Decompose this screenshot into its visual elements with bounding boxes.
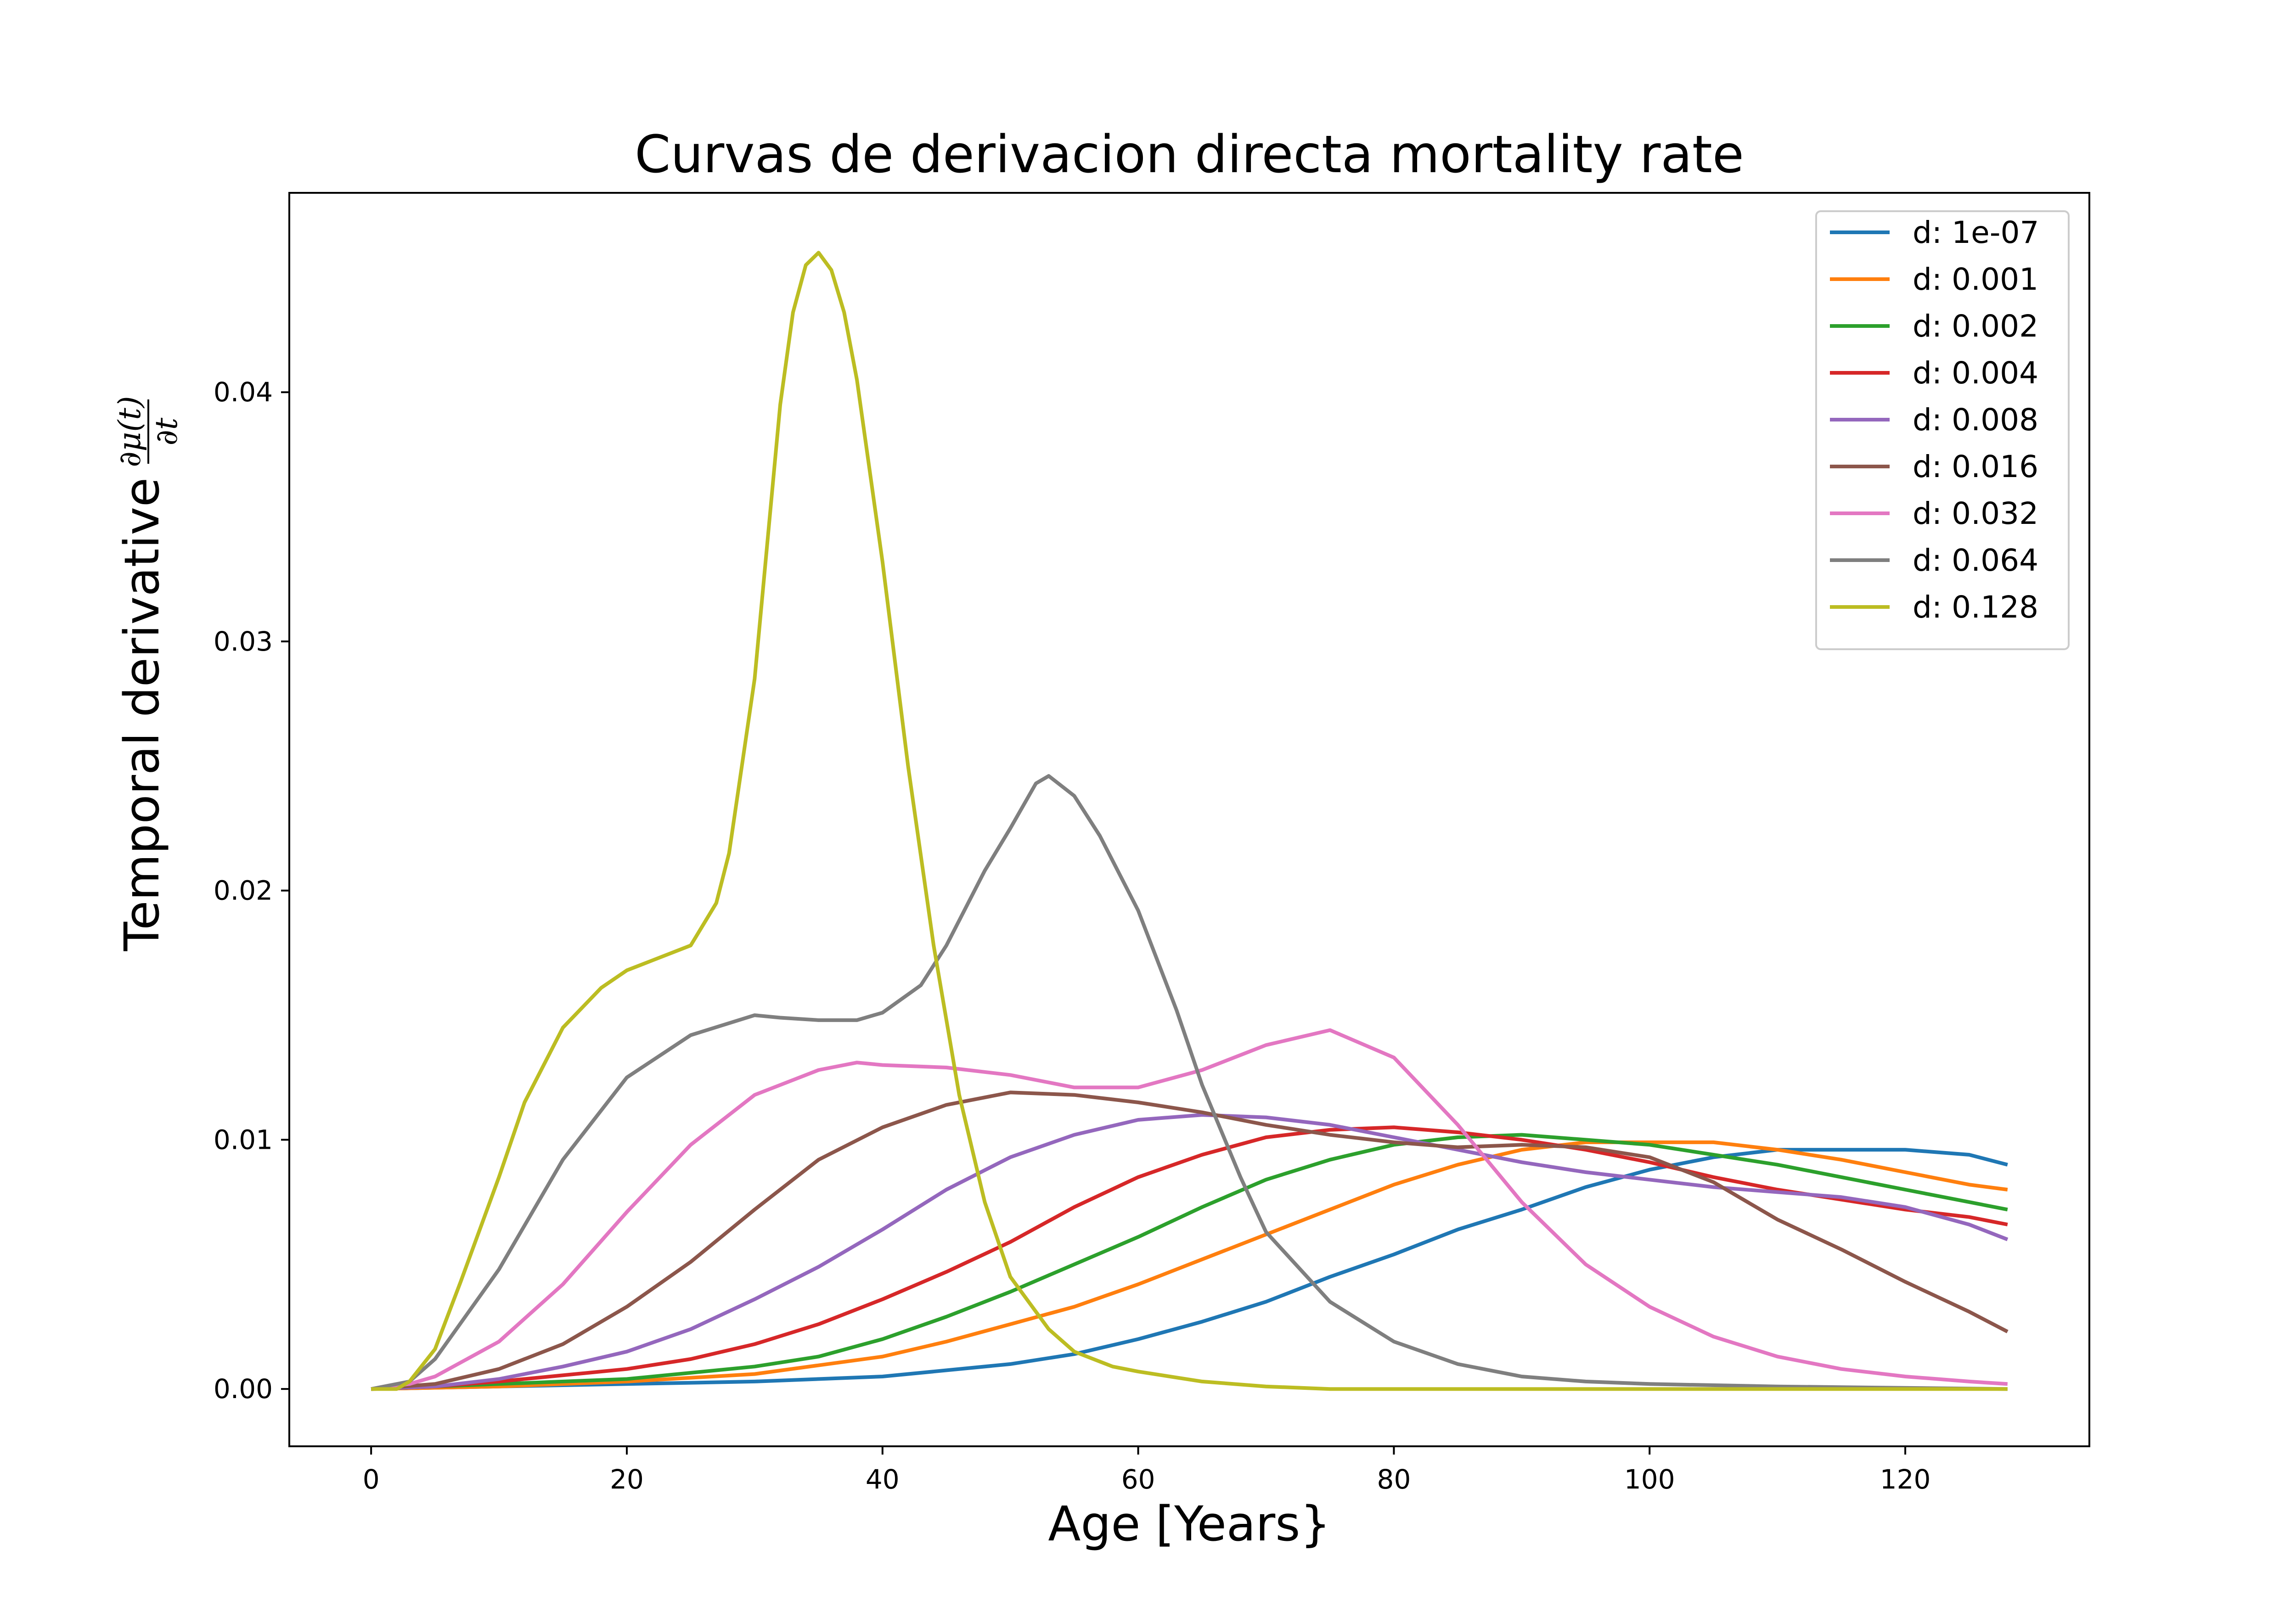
legend-label: d: 0.004 xyxy=(1913,355,2038,391)
series-line-5 xyxy=(371,1090,2009,1391)
legend-item: d: 1e-07 xyxy=(1830,215,2039,250)
x-axis: 0 20 40 60 80 100 120 xyxy=(363,1446,1931,1495)
x-axis-title: Age [Years} xyxy=(1048,1496,1330,1552)
series-line-3 xyxy=(371,1125,2008,1391)
y-tick-label: 0.00 xyxy=(214,1373,273,1405)
legend-item: d: 0.008 xyxy=(1830,402,2038,438)
legend-item: d: 0.001 xyxy=(1830,262,2038,297)
legend-item: d: 0.128 xyxy=(1830,590,2038,625)
series-layer xyxy=(371,251,2009,1391)
legend: d: 1e-07 d: 0.001 d: 0.002 d: 0.004 d: 0.008… xyxy=(1815,210,2070,650)
legend-item: d: 0.032 xyxy=(1830,496,2038,531)
legend-item: d: 0.016 xyxy=(1830,449,2038,484)
series-line-2 xyxy=(371,1133,2008,1391)
y-axis-fraction-denominator: ∂t xyxy=(149,417,184,445)
plot-frame xyxy=(288,192,2090,1447)
y-tick-label: 0.02 xyxy=(214,875,273,906)
legend-label: d: 0.002 xyxy=(1913,309,2038,344)
y-tick-label: 0.04 xyxy=(214,376,273,408)
y-tick-label: 0.03 xyxy=(214,626,273,657)
chart-title: Curvas de derivacion directa mortality r… xyxy=(635,125,1744,185)
legend-label: d: 1e-07 xyxy=(1913,215,2039,250)
y-axis: 0.00 0.01 0.02 0.03 0.04 xyxy=(214,376,289,1405)
series-line-7 xyxy=(371,774,2008,1391)
legend-label: d: 0.001 xyxy=(1913,262,2038,297)
y-axis-title-group: Temporal derivative ∂μ(t) ∂t xyxy=(112,396,184,951)
x-tick-label: 80 xyxy=(1377,1464,1411,1495)
legend-box xyxy=(1815,210,2070,650)
y-tick-label: 0.01 xyxy=(214,1124,273,1155)
series-line-4 xyxy=(371,1113,2009,1391)
legend-item: d: 0.064 xyxy=(1830,543,2038,578)
legend-label: d: 0.008 xyxy=(1913,402,2038,438)
legend-item: d: 0.004 xyxy=(1830,355,2038,391)
legend-item: d: 0.002 xyxy=(1830,309,2038,344)
series-line-6 xyxy=(371,1028,2008,1391)
x-tick-label: 0 xyxy=(363,1464,380,1495)
x-tick-label: 120 xyxy=(1880,1464,1931,1495)
series-line-8 xyxy=(371,251,2008,1391)
x-tick-label: 20 xyxy=(610,1464,644,1495)
y-axis-fraction-numerator: ∂μ(t) xyxy=(112,396,147,467)
legend-label: d: 0.032 xyxy=(1913,496,2038,531)
x-tick-label: 100 xyxy=(1624,1464,1675,1495)
series-line-1 xyxy=(371,1140,2008,1391)
y-axis-title: Temporal derivative xyxy=(114,478,170,951)
x-tick-label: 40 xyxy=(866,1464,900,1495)
legend-label: d: 0.016 xyxy=(1913,449,2038,484)
legend-label: d: 0.128 xyxy=(1913,590,2038,625)
series-line-0 xyxy=(371,1148,2008,1391)
x-tick-label: 60 xyxy=(1121,1464,1155,1495)
legend-label: d: 0.064 xyxy=(1913,543,2038,578)
